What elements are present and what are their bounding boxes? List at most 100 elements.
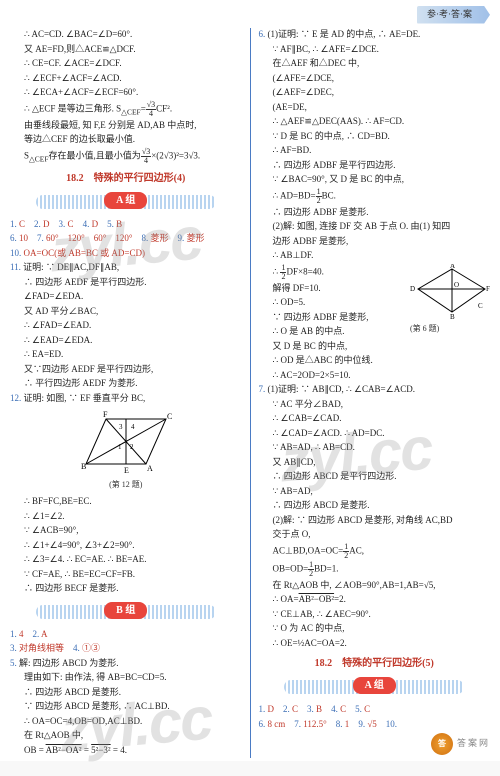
svg-text:E: E (124, 466, 129, 475)
text-line: (2)解: 如图, 连接 DF 交 AB 于点 O. 由(1) 知四 (259, 220, 491, 234)
text-line: 由垂线段最短, 知 F,E 分别是 AD,AB 中点时, (10, 119, 242, 133)
footer-logo: 答 答案网 (431, 733, 490, 755)
text-line: ∴ 四边形 ADBF 是平行四边形. (259, 159, 491, 173)
text-line: ∵ ∠ACB=90°, (10, 524, 242, 538)
svg-text:4: 4 (131, 423, 135, 431)
text-line: ∴ 四边形 ABCD 是菱形. (259, 499, 491, 513)
figure-caption: (第 12 题) (10, 479, 242, 491)
svg-text:D: D (410, 285, 415, 293)
text-line: ∵ CF=AE, ∴ BE=EC=CF=FB. (10, 568, 242, 582)
text-line: ∴ ∠3=∠4. ∴ EC=AE. ∴ BE=AE. (10, 553, 242, 567)
text-line: 12. 证明: 如图, ∵ EF 垂直平分 BC, (10, 392, 242, 406)
header-tab: 参·考·答·案 (417, 6, 490, 24)
text-line: ∴ ∠EAD=∠EDA. (10, 334, 242, 348)
svg-text:B: B (450, 313, 455, 319)
text-line: 交于点 O, (259, 528, 491, 542)
text-line: 7. (1)证明: ∵ AB∥CD, ∴ ∠CAB=∠ACD. (259, 383, 491, 397)
text-line: (AE=DE, (259, 101, 491, 115)
svg-text:3: 3 (119, 423, 123, 431)
text-line: 5. 解: 四边形 ABCD 为菱形. (10, 657, 242, 671)
group-bar-b: B 组 (36, 602, 216, 622)
text-line: 在 Rt△AOB 中, ∠AOB=90°,AB=1,AB=√5, (259, 579, 491, 593)
svg-text:2: 2 (130, 443, 134, 451)
text-line: ∴ 平行四边形 AEDF 为菱形. (10, 377, 242, 391)
text-line: (∠AEF=∠DEC, (259, 86, 491, 100)
text-line: ∴ EA=ED. (10, 348, 242, 362)
text-line: ∴ AD=BD=12BC. (259, 188, 491, 205)
text-line: ∴ 四边形 ABCD 是平行四边形. (259, 470, 491, 484)
left-column: ∴ AC=CD. ∠BAC=∠D=60°. 又 AE=FD,则△ACE≌△DCF… (10, 28, 242, 758)
right-column: 6. (1)证明: ∵ E 是 AD 的中点, ∴ AE=DE. ∵ AF∥BC… (259, 28, 491, 758)
text-line: (2)解: ∵ 四边形 ABCD 是菱形, 对角线 AC,BD (259, 514, 491, 528)
svg-text:1: 1 (118, 443, 122, 451)
text-line: ∵ ∠BAC=90°, 又 D 是 BC 的中点, (259, 173, 491, 187)
text-line: ∴ CE=CF. ∠ACE=∠DCF. (10, 57, 242, 71)
text-line: ∴ ∠CAB=∠CAD. (259, 412, 491, 426)
text-line: ∵ AF∥BC, ∴ ∠AFE=∠DCE. (259, 43, 491, 57)
answer-line: 1. 4 2. A (10, 628, 242, 642)
text-line: ∴ △ECF 是等边三角形. S△CEF=√34CF². (10, 101, 242, 118)
section-title: 18.2 特殊的平行四边形(5) (259, 656, 491, 671)
text-line: 又 D 是 BC 的中点, (259, 340, 491, 354)
svg-text:A: A (147, 464, 153, 473)
svg-text:B: B (81, 462, 86, 471)
answer-line: 6. 10 7. 60° 120° 60° 120° 8. 菱形 9. 菱形 (10, 232, 242, 246)
text-line: ∴ 四边形 ADBF 是菱形. (259, 206, 491, 220)
svg-text:A: A (450, 264, 455, 270)
header-text: 参·考·答·案 (427, 9, 472, 19)
text-line: 又 AB∥CD, (259, 456, 491, 470)
text-line: ∴ ∠ECA+∠ACF=∠ECF=60°. (10, 86, 242, 100)
text-line: ∴ ∠FAD=∠EAD. (10, 319, 242, 333)
text-line: 边形 ADBF 是菱形, (259, 235, 491, 249)
text-line: ∵ AC 平分∠BAD, (259, 398, 491, 412)
text-line: ∴ OA=OC=4,OB=OD,AC⊥BD. (10, 715, 242, 729)
text-line: ∴ 四边形 AEDF 是平行四边形. (10, 276, 242, 290)
text-line: (∠AFE=∠DCE, (259, 72, 491, 86)
text-line: ∴ ∠1=∠2. (10, 510, 242, 524)
text-line: 在 Rt△AOB 中, (10, 729, 242, 743)
text-line: ∵ AB=AD, ∴ AB=CD. (259, 441, 491, 455)
text-line: ∵ D 是 BC 的中点, ∴ CD=BD. (259, 130, 491, 144)
text-line: 11. 证明: ∵ DE∥AC,DF∥AB, (10, 261, 242, 275)
svg-text:C: C (478, 302, 483, 310)
logo-text: 答案网 (457, 737, 490, 751)
text-line: 又∵四边形 AEDF 是平行四边形, (10, 363, 242, 377)
svg-text:F: F (486, 285, 490, 293)
group-label: A 组 (104, 192, 147, 209)
text-line: ∠FAD=∠EDA. (10, 290, 242, 304)
text-line: 理由如下: 由作法, 得 AB=BC=CD=5. (10, 671, 242, 685)
text-line: OB=OD=12BD=1. (259, 561, 491, 578)
text-line: ∴ ∠ECF+∠ACF=∠ACD. (10, 72, 242, 86)
group-bar-a: A 组 (284, 677, 464, 697)
figure-12: F C B A E 1 2 3 4 (第 12 题) (10, 409, 242, 491)
text-line: 又 AE=FD,则△ACE≌△DCF. (10, 43, 242, 57)
answer-line: 1. C 2. D 3. C 4. D 5. B (10, 218, 242, 232)
text-line: 在△AEF 和△DEC 中, (259, 57, 491, 71)
text-line: 等边△CEF 的边长取最小值. (10, 133, 242, 147)
text-line: ∴ 四边形 ABCD 是菱形. (10, 686, 242, 700)
text-line: ∴ △AEF≌△DEC(AAS). ∴ AF=CD. (259, 115, 491, 129)
text-line: ∴ 四边形 BECF 是菱形. (10, 582, 242, 596)
text-line: ∴ AB⊥DF. (259, 249, 491, 263)
figure-caption: (第 6 题) (410, 323, 490, 335)
text-line: ∴ ∠CAD=∠ACD. ∴ AD=DC. (259, 427, 491, 441)
text-line: ∴ OD 是△ABC 的中位线. (259, 354, 491, 368)
text-line: ∴ AC=2OD=2×5=10. (259, 369, 491, 383)
text-line: ∵ CE⊥AB, ∴ ∠AEC=90°. (259, 608, 491, 622)
text-line: ∴ OA=AB²−OB²=2. (259, 593, 491, 607)
text-line: S△CEF存在最小值,且最小值为√34×(2√3)²=3√3. (10, 148, 242, 165)
answer-line: 1. D 2. C 3. B 4. C 5. C (259, 703, 491, 717)
figure-6: A F B D O C (第 6 题) (410, 264, 490, 336)
text-line: ∵ 四边形 ABCD 是菱形, ∴ AC⊥BD. (10, 700, 242, 714)
text-line: 6. (1)证明: ∵ E 是 AD 的中点, ∴ AE=DE. (259, 28, 491, 42)
section-title: 18.2 特殊的平行四边形(4) (10, 171, 242, 186)
text-line: OB = AB²−OA² = 5²−3² = 4. (10, 744, 242, 758)
text-line: ∴ ∠1+∠4=90°, ∠3+∠2=90°. (10, 539, 242, 553)
svg-text:O: O (454, 281, 459, 289)
text-line: 又 AD 平分∠BAC, (10, 305, 242, 319)
svg-text:F: F (103, 410, 108, 419)
text-line: ∴ OE=½AC=OA=2. (259, 637, 491, 651)
group-label: A 组 (353, 677, 396, 694)
text-line: ∴ BF=FC,BE=EC. (10, 495, 242, 509)
answer-line: 3. 对角线相等 4. ①③ (10, 642, 242, 656)
